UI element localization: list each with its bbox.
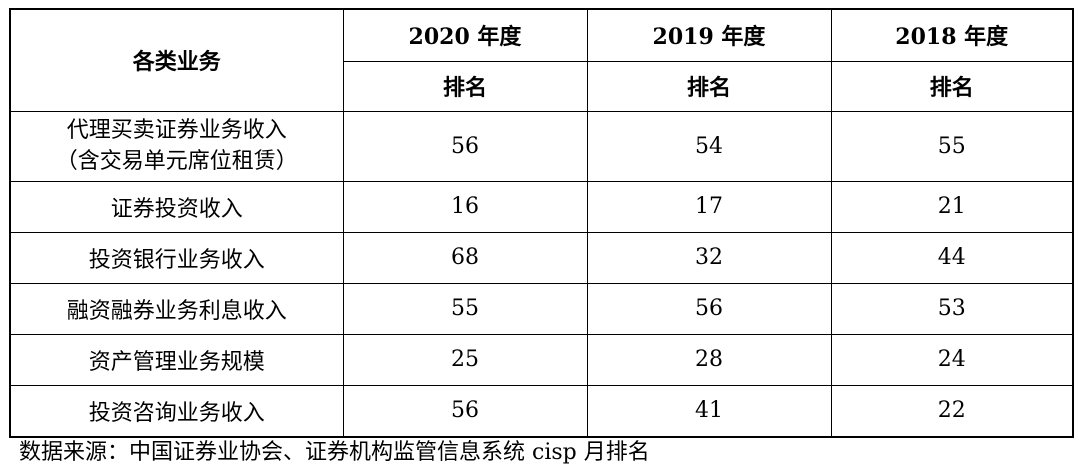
header-rank-2018: 排名 (830, 60, 1074, 112)
rank-cell: 41 (586, 384, 832, 438)
header-year-2019: 2019 年度 (586, 8, 832, 62)
ranking-table: 各类业务 2020 年度 2019 年度 2018 年度 排名 排名 排名 代理… (9, 8, 1074, 438)
row-category: 证券投资收入 (9, 180, 344, 233)
table-row: 证券投资收入 16 17 21 (9, 180, 1074, 233)
row-category: 投资咨询业务收入 (9, 384, 344, 438)
rank-cell: 24 (830, 333, 1074, 386)
rank-cell: 32 (586, 231, 832, 284)
table-row: 投资咨询业务收入 56 41 22 (9, 384, 1074, 438)
rank-cell: 54 (586, 110, 832, 182)
rank-cell: 68 (342, 231, 588, 284)
rank-cell: 25 (342, 333, 588, 386)
rank-cell: 55 (830, 110, 1074, 182)
table-row: 融资融券业务利息收入 55 56 53 (9, 282, 1074, 335)
rank-cell: 28 (586, 333, 832, 386)
rank-cell: 21 (830, 180, 1074, 233)
rank-cell: 44 (830, 231, 1074, 284)
rank-cell: 16 (342, 180, 588, 233)
header-rank-2020: 排名 (342, 60, 588, 112)
row-category: 融资融券业务利息收入 (9, 282, 344, 335)
source-note: 数据来源：中国证券业协会、证券机构监管信息系统 cisp 月排名 (19, 440, 650, 465)
header-rank-2019: 排名 (586, 60, 832, 112)
rank-cell: 17 (586, 180, 832, 233)
rank-cell: 53 (830, 282, 1074, 335)
rank-cell: 22 (830, 384, 1074, 438)
rank-cell: 55 (342, 282, 588, 335)
table-row: 代理买卖证券业务收入 （含交易单元席位租赁） 56 54 55 (9, 110, 1074, 182)
header-category-label: 各类业务 (132, 49, 221, 76)
row-category: 代理买卖证券业务收入 （含交易单元席位租赁） (9, 110, 344, 182)
row-category: 资产管理业务规模 (9, 333, 344, 386)
rank-cell: 56 (586, 282, 832, 335)
rank-cell: 56 (342, 384, 588, 438)
table-row: 资产管理业务规模 25 28 24 (9, 333, 1074, 386)
header-year-2020: 2020 年度 (342, 8, 588, 62)
header-category: 各类业务 (9, 8, 344, 112)
rank-cell: 56 (342, 110, 588, 182)
table-row: 投资银行业务收入 68 32 44 (9, 231, 1074, 284)
row-category: 投资银行业务收入 (9, 231, 344, 284)
header-year-2018: 2018 年度 (830, 8, 1074, 62)
